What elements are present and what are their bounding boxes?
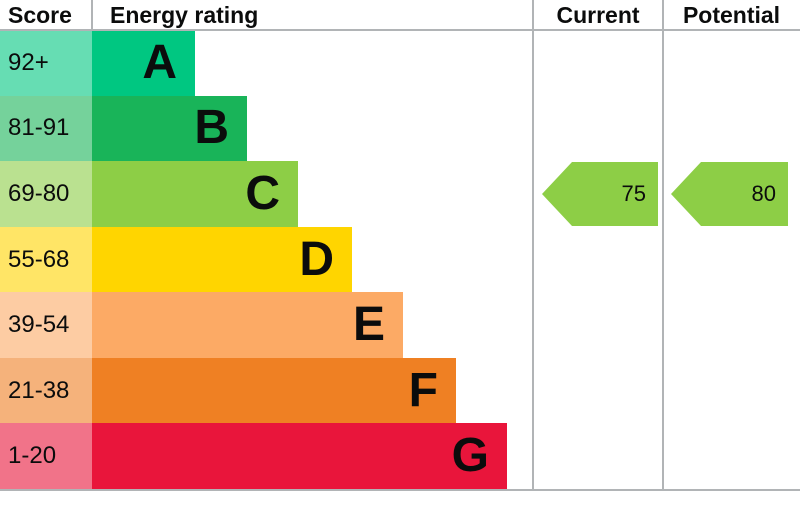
band-score-f: 21-38 [0, 357, 92, 424]
band-bar-b: B [92, 95, 247, 162]
band-grade-g: G [451, 429, 489, 483]
band-row-e: 39-54 E [0, 292, 533, 358]
current-column-header: Current [556, 1, 640, 28]
band-grade-c: C [245, 166, 280, 220]
band-row-b: 81-91 B [0, 95, 533, 162]
band-bar-e: E [92, 292, 403, 358]
band-grade-b: B [194, 101, 229, 155]
band-score-d: 55-68 [0, 226, 92, 293]
band-score-e: 39-54 [0, 292, 92, 358]
current-column-divider [532, 0, 534, 491]
potential-column-header: Potential [682, 1, 781, 28]
chart-bottom-rule [0, 489, 800, 491]
band-row-c: 69-80 C [0, 161, 533, 227]
potential-column-divider [662, 0, 664, 491]
band-row-d: 55-68 D [0, 226, 533, 293]
rating-bands: 92+ A 81-91 B 69-80 C 55-68 D 39-54 [0, 30, 533, 490]
current-rating-value: 75 [621, 181, 646, 206]
energy-rating-column-header: Energy rating [110, 1, 259, 28]
band-grade-e: E [352, 298, 385, 352]
score-column-header: Score [8, 1, 72, 28]
band-grade-a: A [142, 35, 177, 89]
potential-rating-arrow: 80 [671, 162, 788, 226]
potential-rating-value: 80 [751, 181, 776, 206]
band-score-g: 1-20 [0, 423, 92, 490]
band-score-c: 69-80 [0, 161, 92, 227]
band-score-b: 81-91 [0, 95, 92, 162]
band-bar-f: F [92, 357, 456, 424]
header-rule [0, 29, 800, 31]
band-bar-g: G [92, 423, 507, 490]
band-bar-a: A [92, 30, 195, 96]
band-bar-d: D [92, 226, 352, 293]
score-header-divider [91, 0, 93, 30]
band-row-g: 1-20 G [0, 423, 533, 490]
band-score-a: 92+ [0, 30, 92, 96]
band-row-a: 92+ A [0, 30, 533, 96]
band-grade-d: D [299, 232, 334, 286]
band-grade-f: F [408, 363, 438, 417]
band-row-f: 21-38 F [0, 357, 533, 424]
current-rating-arrow: 75 [542, 162, 658, 226]
band-bar-c: C [92, 161, 298, 227]
